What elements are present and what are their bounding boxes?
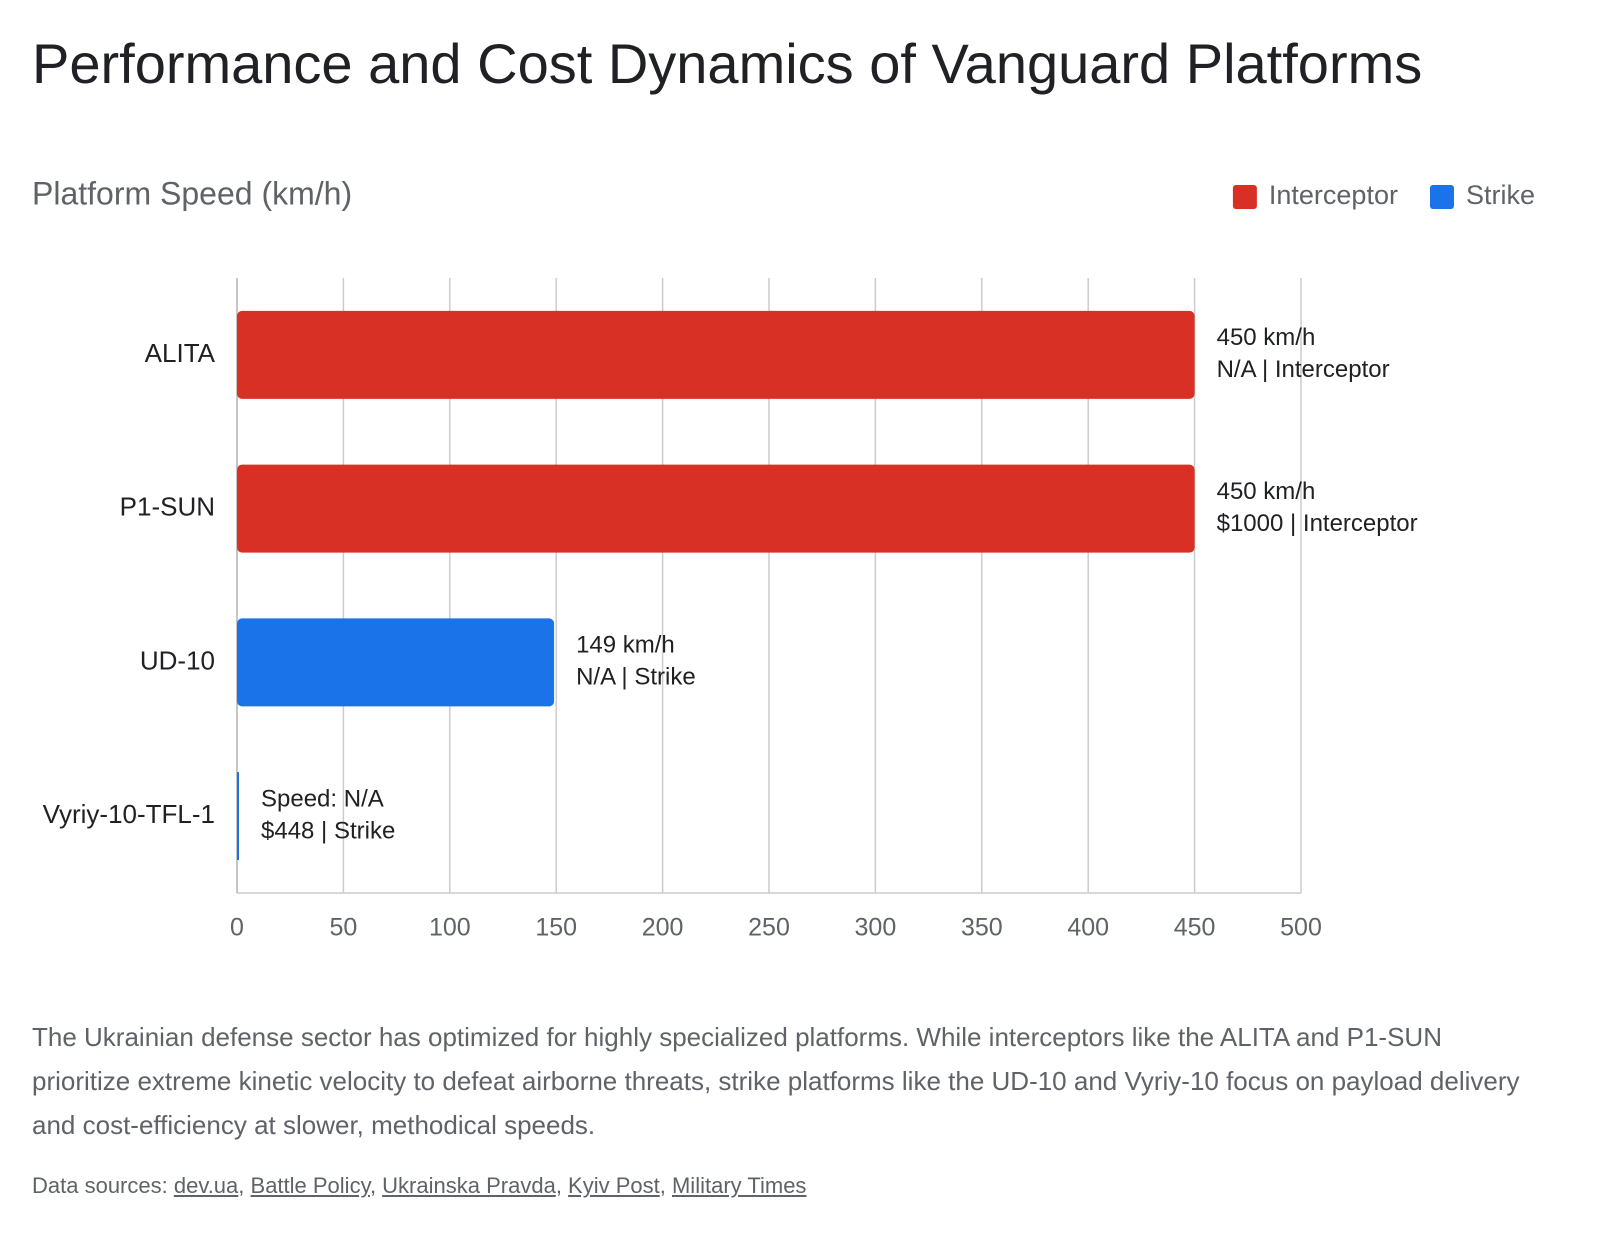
- legend-swatch: [1429, 185, 1454, 209]
- x-tick-label: 50: [329, 914, 357, 942]
- legend-label: Interceptor: [1269, 180, 1398, 210]
- annotation: N/A | Strike: [576, 664, 696, 691]
- x-tick-label: 450: [1174, 914, 1216, 942]
- value-label: 149 km/h: [576, 632, 675, 659]
- description: The Ukrainian defense sector has optimiz…: [32, 1022, 1520, 1140]
- y-tick-label: Vyriy-10-TFL-1: [43, 799, 215, 829]
- annotation: $1000 | Interceptor: [1217, 510, 1418, 537]
- x-tick-label: 150: [535, 914, 577, 942]
- x-tick-label: 350: [961, 914, 1003, 942]
- separator: ,: [555, 1173, 569, 1198]
- chart-title: Performance and Cost Dynamics of Vanguar…: [32, 32, 1422, 95]
- y-tick-label: ALITA: [145, 338, 216, 368]
- source-link[interactable]: Ukrainska Pravda: [382, 1173, 556, 1198]
- x-tick-label: 200: [642, 914, 684, 942]
- bar: [237, 310, 1195, 399]
- value-label: 450 km/h: [1217, 478, 1316, 505]
- x-tick-label: 300: [855, 914, 897, 942]
- x-tick-label: 0: [230, 914, 244, 942]
- legend-label: Strike: [1466, 180, 1535, 210]
- annotation: $448 | Strike: [261, 817, 395, 844]
- bar: [237, 618, 555, 707]
- y-tick-label: P1-SUN: [120, 492, 215, 522]
- separator: ,: [369, 1173, 383, 1198]
- x-tick-label: 400: [1067, 914, 1109, 942]
- annotation: N/A | Interceptor: [1217, 356, 1390, 383]
- source-link[interactable]: Kyiv Post: [568, 1173, 660, 1198]
- x-tick-label: 500: [1280, 914, 1322, 942]
- x-tick-label: 250: [748, 914, 790, 942]
- bar: [237, 772, 239, 861]
- chart: Performance and Cost Dynamics of Vanguar…: [32, 32, 1535, 942]
- x-tick-label: 100: [429, 914, 471, 942]
- sources: Data sources: dev.ua, Battle Policy, Ukr…: [32, 1173, 806, 1199]
- source-link[interactable]: dev.ua: [173, 1173, 239, 1198]
- source-link[interactable]: Battle Policy: [250, 1173, 370, 1198]
- source-link[interactable]: Military Times: [671, 1173, 807, 1198]
- separator: ,: [659, 1173, 672, 1198]
- bar: [237, 464, 1195, 553]
- value-label: 450 km/h: [1217, 324, 1316, 351]
- separator: ,: [238, 1173, 251, 1198]
- legend-swatch: [1232, 185, 1257, 209]
- value-label: Speed: N/A: [261, 785, 384, 812]
- sources-label: Data sources:: [32, 1173, 168, 1198]
- y-tick-label: UD-10: [140, 645, 215, 675]
- chart-subtitle: Platform Speed (km/h): [32, 175, 352, 211]
